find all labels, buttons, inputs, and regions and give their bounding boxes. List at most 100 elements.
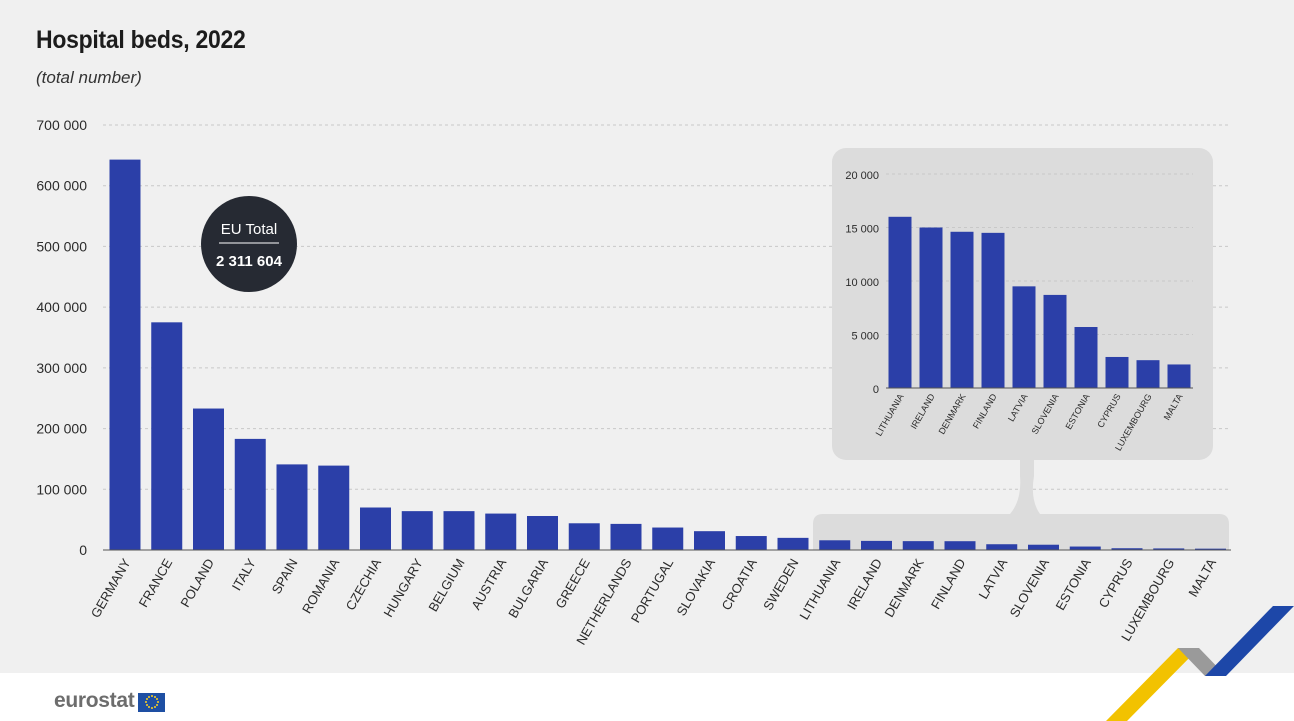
main-bar	[819, 540, 851, 550]
inset-bar	[888, 216, 912, 388]
main-x-tick-label: CYPRUS	[1096, 556, 1136, 611]
eu-flag-star	[147, 706, 150, 709]
main-y-tick-label: 100 000	[36, 481, 87, 497]
eu-flag-star	[156, 701, 159, 703]
main-x-tick-label: ESTONIA	[1052, 556, 1094, 613]
main-y-tick-label: 500 000	[36, 238, 87, 254]
badge-value: 2 311 604	[216, 253, 283, 270]
eurostat-logo: eurostat	[54, 688, 166, 714]
accent-blue-stripe	[1205, 606, 1294, 676]
main-x-tick-label: SLOVAKIA	[673, 556, 718, 619]
main-x-tick-label: FRANCE	[136, 556, 176, 610]
main-bar	[777, 537, 809, 550]
inset-y-tick-label: 20 000	[845, 170, 879, 182]
main-bar	[276, 464, 308, 550]
main-x-tick-label: SLOVENIA	[1007, 556, 1053, 620]
main-bar	[986, 544, 1018, 550]
main-y-tick-label: 400 000	[36, 299, 87, 315]
main-x-tick-label: LATVIA	[975, 556, 1010, 602]
inset-bar	[981, 232, 1005, 388]
inset-bars	[888, 216, 1191, 388]
main-x-tick-label: AUSTRIA	[468, 556, 509, 613]
eu-flag-star	[153, 695, 156, 698]
main-bar	[401, 511, 433, 550]
main-x-tick-label: MALTA	[1185, 556, 1219, 600]
logo-text: eurostat	[54, 689, 135, 712]
main-bar	[193, 408, 224, 550]
inset-bar	[1012, 286, 1036, 388]
main-bar	[1153, 548, 1185, 550]
main-bar	[443, 511, 475, 550]
main-x-tick-label: ITALY	[229, 556, 259, 593]
eu-flag-star	[150, 707, 153, 709]
main-bar	[1195, 548, 1226, 550]
main-x-tick-label: FINLAND	[928, 556, 969, 612]
main-y-tick-label: 200 000	[36, 421, 87, 437]
main-bar	[234, 438, 266, 550]
inset-bar	[919, 227, 943, 388]
main-bar	[527, 516, 558, 550]
main-bars	[109, 159, 1226, 550]
inset-highlight	[813, 460, 1229, 550]
main-y-tick-label: 0	[79, 542, 87, 558]
main-x-tick-label: DENMARK	[881, 556, 927, 620]
main-bar	[568, 523, 600, 550]
main-x-tick-label: PORTUGAL	[628, 556, 677, 625]
main-x-tick-label: LITHUANIA	[796, 556, 843, 623]
inset-y-tick-label: 10 000	[845, 277, 879, 289]
inset-bar	[1136, 360, 1160, 388]
chart-title: Hospital beds, 2022	[36, 26, 246, 54]
main-bar	[861, 540, 892, 550]
eu-total-badge: EU Total 2 311 604	[201, 196, 297, 292]
inset-bar	[1043, 294, 1067, 388]
main-bar	[360, 507, 391, 550]
chart-subtitle: (total number)	[36, 68, 142, 87]
main-x-tick-label: SPAIN	[269, 556, 301, 596]
main-x-tick-label: CROATIA	[718, 556, 760, 613]
accent-yellow-stripe	[1106, 648, 1199, 721]
inset-y-tick-label: 5 000	[851, 331, 879, 343]
main-bar	[109, 159, 141, 550]
main-x-tick-label: POLAND	[177, 556, 217, 610]
main-x-tick-label: SWEDEN	[760, 556, 802, 613]
eu-flag-star	[153, 706, 156, 709]
inset-bar	[1105, 356, 1129, 388]
inset-bar	[1167, 364, 1191, 388]
badge-circle	[201, 196, 297, 292]
main-x-tick-label: ROMANIA	[299, 556, 342, 616]
inset-bar	[950, 231, 974, 388]
main-x-tick-label: IRELAND	[844, 556, 885, 612]
main-bar	[902, 541, 934, 550]
main-x-tick-label: HUNGARY	[380, 556, 426, 620]
main-y-tick-label: 600 000	[36, 178, 87, 194]
main-x-tick-label: BELGIUM	[425, 556, 467, 614]
main-y-tick-label: 300 000	[36, 360, 87, 376]
eu-flag-star	[144, 701, 147, 703]
main-x-tick-label: GREECE	[552, 556, 593, 611]
badge-label: EU Total	[221, 221, 277, 238]
eu-flag-star	[145, 698, 148, 700]
main-bar	[1069, 546, 1101, 550]
inset-bar	[1074, 327, 1098, 388]
eu-flag-star	[156, 698, 159, 700]
main-x-tick-label: CZECHIA	[343, 556, 385, 613]
main-y-tick-label: 700 000	[36, 117, 87, 133]
eu-flag-star	[145, 704, 148, 706]
eu-flag-star	[147, 695, 150, 698]
main-bar	[1111, 548, 1143, 550]
inset-y-ticks: 0 5 000 10 000 15 000 20 000	[845, 170, 879, 396]
main-bar	[735, 536, 767, 550]
main-bar	[944, 541, 976, 550]
inset-y-tick-label: 15 000	[845, 224, 879, 236]
main-bar	[652, 527, 684, 550]
eu-flag-icon	[138, 692, 166, 712]
main-x-tick-label: BULGARIA	[505, 556, 551, 621]
inset-y-tick-label: 0	[873, 384, 879, 396]
main-bar	[694, 531, 725, 550]
main-x-tick-label: GERMANY	[88, 556, 134, 621]
main-bar	[1028, 544, 1059, 550]
main-bar	[151, 322, 183, 550]
main-y-ticks: 0 100 000 200 000 300 000 400 000 500 000 600 …	[36, 117, 87, 558]
